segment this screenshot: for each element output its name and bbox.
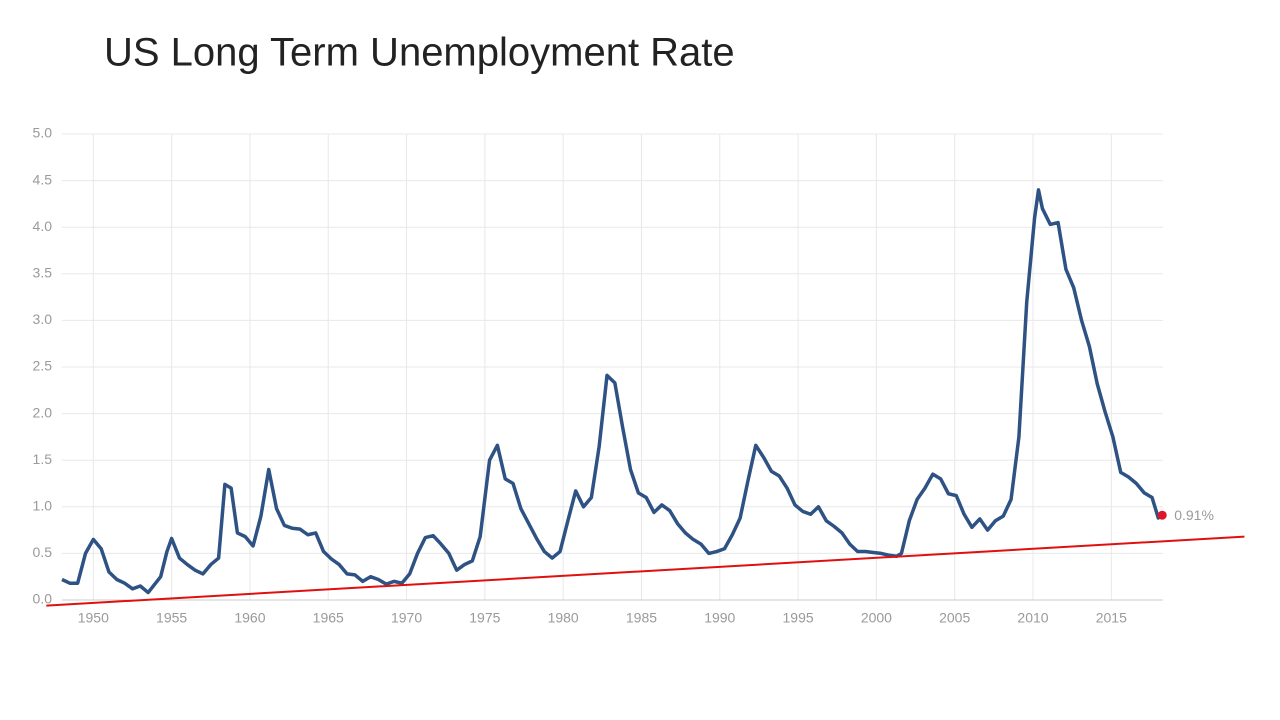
y-tick-label: 4.5 [33,171,53,187]
y-tick-label: 5.0 [33,125,53,141]
y-tick-label: 1.5 [33,451,53,467]
y-tick-label: 0.5 [33,544,53,560]
y-tick-label: 3.5 [33,265,53,281]
x-tick-label: 1970 [391,610,422,626]
trend-line [46,535,1245,607]
x-tick-label: 2005 [939,610,970,626]
y-tick-label: 0.0 [33,591,53,607]
x-tick-label: 1975 [469,610,500,626]
end-label: 0.91% [1174,507,1214,523]
x-tick-label: 1960 [234,610,265,626]
x-tick-label: 1990 [704,610,735,626]
y-tick-label: 2.0 [33,404,53,420]
x-tick-label: 2015 [1096,610,1127,626]
x-tick-label: 2010 [1017,610,1048,626]
x-tick-label: 1985 [626,610,657,626]
x-tick-label: 1980 [548,610,579,626]
x-tick-label: 1950 [78,610,109,626]
y-tick-label: 4.0 [33,218,53,234]
y-tick-label: 2.5 [33,358,53,374]
chart-title: US Long Term Unemployment Rate [104,31,735,75]
x-tick-label: 1965 [313,610,344,626]
x-tick-label: 2000 [861,610,892,626]
end-marker [1157,510,1167,520]
x-tick-label: 1955 [156,610,187,626]
y-tick-label: 1.0 [33,498,53,514]
data-line [61,188,1164,595]
x-tick-label: 1995 [783,610,814,626]
y-tick-label: 3.0 [33,311,53,327]
